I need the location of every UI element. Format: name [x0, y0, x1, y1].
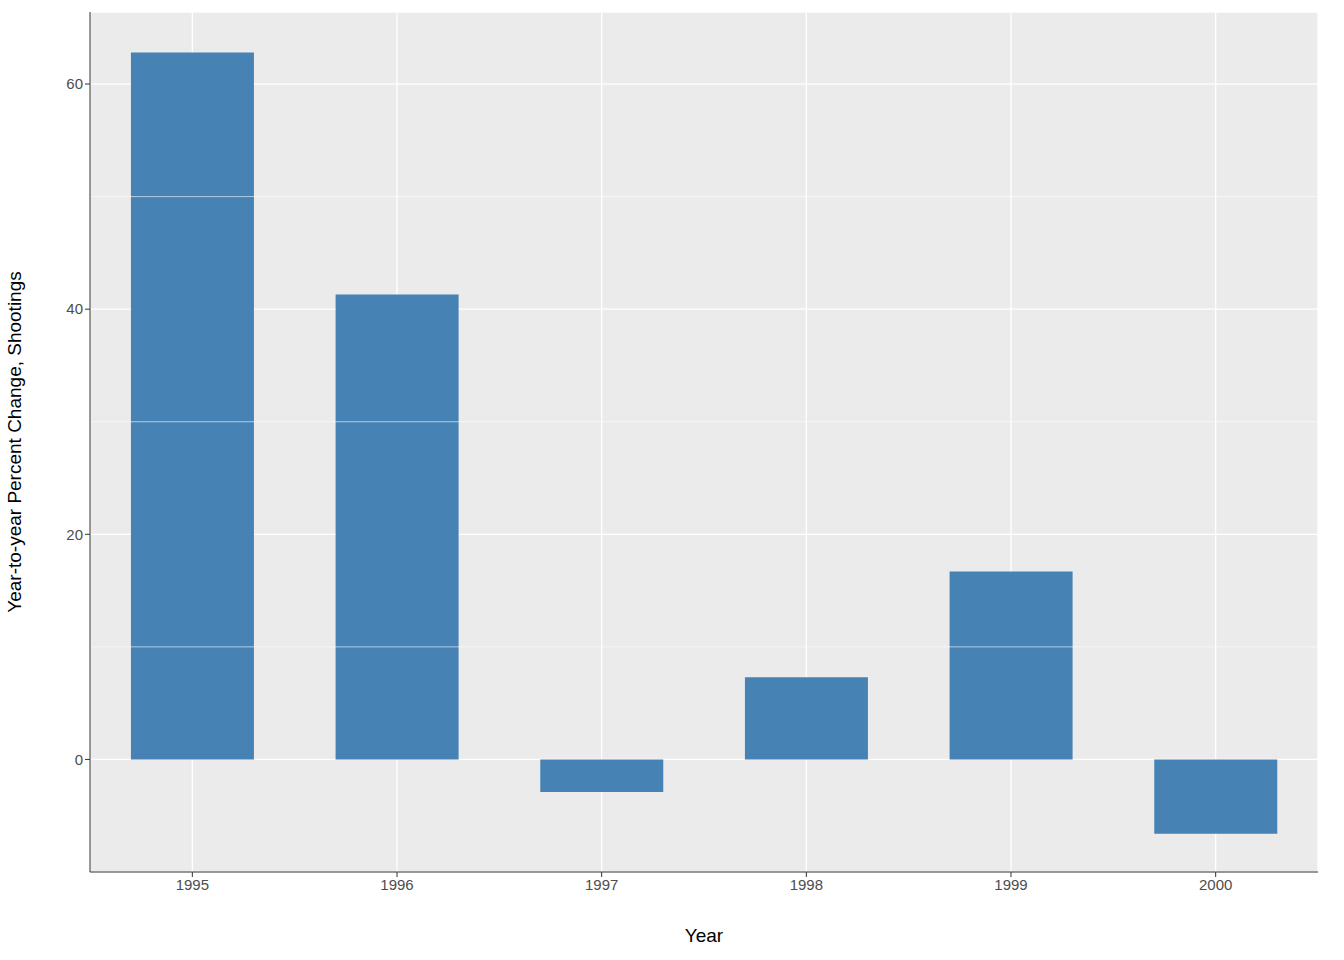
svg-text:1997: 1997 — [585, 876, 618, 893]
svg-text:40: 40 — [66, 300, 83, 317]
svg-text:1996: 1996 — [380, 876, 413, 893]
svg-text:Year: Year — [685, 925, 724, 946]
svg-text:0: 0 — [75, 751, 83, 768]
svg-text:1998: 1998 — [790, 876, 823, 893]
svg-text:Year-to-year Percent Change, S: Year-to-year Percent Change, Shootings — [8, 271, 25, 613]
svg-text:60: 60 — [66, 75, 83, 92]
svg-text:20: 20 — [66, 526, 83, 543]
svg-text:2000: 2000 — [1199, 876, 1232, 893]
svg-text:1995: 1995 — [176, 876, 209, 893]
svg-text:1999: 1999 — [994, 876, 1027, 893]
